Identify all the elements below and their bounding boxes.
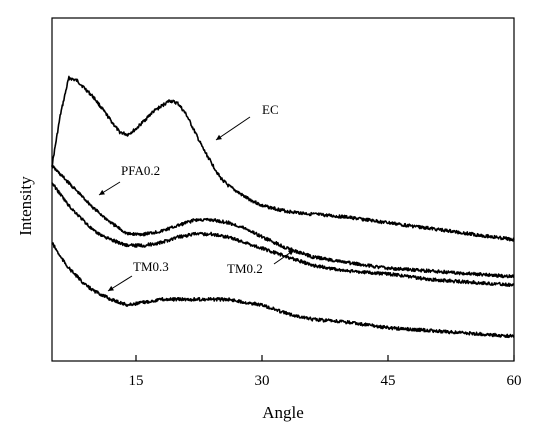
series-line-pfa0-2 [51,164,515,279]
y-axis-label: Intensity [16,176,35,236]
annotation-label-tm0-3: TM0.3 [133,259,169,274]
x-tick-label: 45 [381,373,396,389]
x-tick-label: 30 [255,373,270,389]
annotation-arrowhead-tm0-3 [108,285,114,291]
annotation-label-ec: EC [262,102,279,117]
plot-frame [51,17,515,362]
annotation-arrowhead-ec [216,134,222,140]
series-line-ec [51,75,515,242]
annotation-pointer-ec [215,116,251,141]
x-axis-label: Angle [262,403,304,422]
annotation-layer: EC PFA0.2 TM0.2 TM0.3 [98,102,295,292]
annotation-label-tm0-2: TM0.2 [227,261,263,276]
x-ticks: 15 30 45 60 [129,355,522,389]
annotation-arrowhead-tm0-2 [288,250,294,256]
series-layer [51,75,515,339]
series-line-tm0-2 [51,182,515,288]
x-tick-label: 60 [507,373,522,389]
x-tick-label: 15 [129,373,144,389]
annotation-label-pfa0-2: PFA0.2 [121,163,160,178]
series-line-tm0-3 [51,242,515,339]
annotation-arrowhead-pfa0-2 [99,189,105,195]
